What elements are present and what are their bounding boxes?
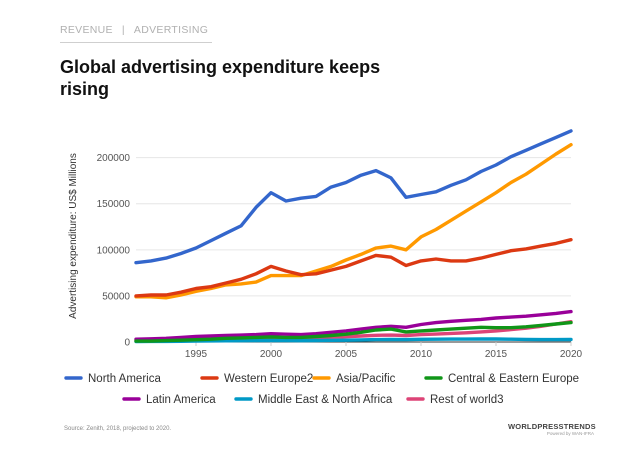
- x-tick-label: 2000: [260, 349, 283, 360]
- legend-label-north-america: North America: [88, 373, 161, 385]
- breadcrumb-section: REVENUE: [60, 24, 113, 36]
- breadcrumb-separator: |: [121, 24, 125, 36]
- x-tick-label: 1995: [185, 349, 208, 360]
- brand-name: WORLDPRESSTRENDS: [508, 422, 596, 431]
- x-tick-label: 2015: [485, 349, 508, 360]
- series-line-western-europe2: [134, 237, 573, 298]
- series-line-latin-america: [134, 309, 573, 341]
- y-tick-label: 200000: [97, 153, 131, 164]
- x-tick-label: 2005: [335, 349, 358, 360]
- y-tick-label: 150000: [97, 199, 131, 210]
- legend-label-latin-america: Latin America: [146, 394, 216, 406]
- legend-label-middle-east-north-africa: Middle East & North Africa: [258, 394, 393, 406]
- line-chart: 0 50000 100000 150000 200000 1995 2000 2005 2010…: [64, 129, 583, 406]
- brand-logo: WORLDPRESSTRENDS Powered by WAN-IFRA: [508, 422, 596, 436]
- chart-panel: 0 50000 100000 150000 200000 1995 2000 2005 2010…: [60, 120, 590, 418]
- legend-label-western-europe2: Western Europe2: [224, 373, 313, 385]
- legend-label-rest-of-world3: Rest of world3: [430, 394, 504, 406]
- y-tick-label: 0: [124, 338, 130, 349]
- x-tick-label: 2020: [560, 349, 583, 360]
- brand-tagline: Powered by WAN-IFRA: [546, 431, 594, 436]
- source-note: Source: Zenith, 2018, projected to 2020.: [64, 426, 172, 432]
- y-axis-label: Advertising expenditure: US$ Millions: [68, 153, 79, 319]
- legend-label-asia-pacific: Asia/Pacific: [336, 373, 396, 385]
- header-divider: [60, 42, 212, 43]
- y-tick-label: 100000: [97, 245, 131, 256]
- x-tick-label: 2010: [410, 349, 433, 360]
- series-line-central-eastern-europe: [134, 320, 573, 343]
- breadcrumb-topic: ADVERTISING: [133, 24, 209, 36]
- series-line-asia-pacific: [134, 143, 573, 300]
- page-title: Global advertising expenditure keeps ris…: [60, 57, 381, 99]
- y-tick-label: 50000: [102, 291, 130, 302]
- legend-label-central-eastern-europe: Central & Eastern Europe: [448, 373, 579, 385]
- series-line-north-america: [134, 129, 573, 265]
- breadcrumb: REVENUE | ADVERTISING: [60, 24, 208, 36]
